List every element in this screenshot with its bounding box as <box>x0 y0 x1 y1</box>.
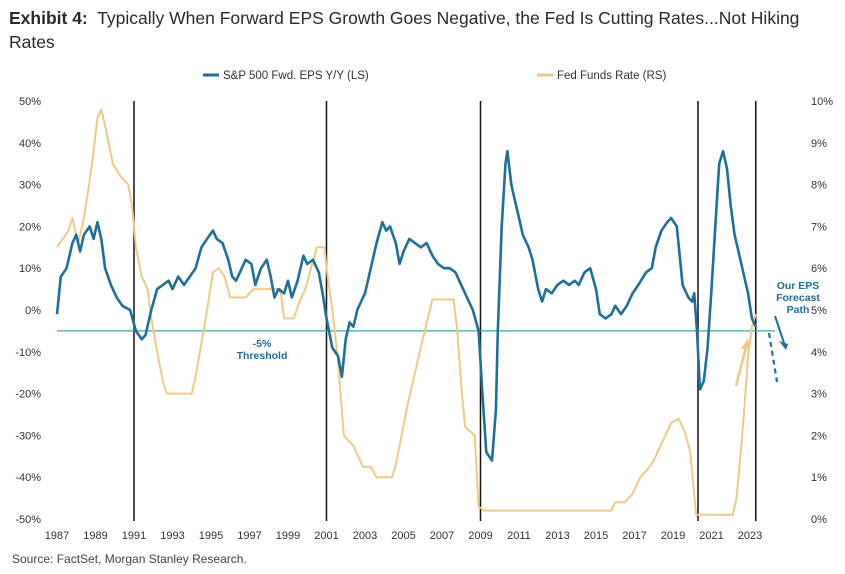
threshold-annotation-label: Threshold <box>237 350 288 362</box>
x-tick-label: 2009 <box>468 530 492 542</box>
y-left-tick-label: 20% <box>19 221 41 233</box>
x-tick-label: 1989 <box>83 530 107 542</box>
x-tick-label: 2017 <box>622 530 646 542</box>
x-tick-label: 1991 <box>122 530 146 542</box>
recession-vertical-lines <box>133 101 757 521</box>
legend-label-ffr: Fed Funds Rate (RS) <box>557 70 666 82</box>
y-left-tick-label: 10% <box>19 263 41 275</box>
source-note: Source: FactSet, Morgan Stanley Research… <box>12 552 247 566</box>
y-left-tick-label: -30% <box>15 430 41 442</box>
x-tick-label: 2019 <box>661 530 685 542</box>
y-left-tick-label: 40% <box>19 138 41 150</box>
y-left-tick-label: -20% <box>15 389 41 401</box>
chart-title-prefix: Exhibit 4: <box>9 8 88 28</box>
y-axis-right: 10% 9% 8% 7% 6% 5% 4% 3% 2% 1% 0% <box>811 96 833 526</box>
y-right-tick-label: 5% <box>811 305 827 317</box>
fed-rate-up-arrow <box>734 338 750 387</box>
y-right-tick-label: 0% <box>811 514 827 526</box>
legend: S&P 500 Fwd. EPS Y/Y (LS) Fed Funds Rate… <box>203 70 666 82</box>
x-tick-label: 2021 <box>699 530 723 542</box>
y-left-tick-label: 50% <box>19 96 41 108</box>
eps-forecast-path <box>767 332 779 383</box>
y-left-tick-label: 30% <box>19 180 41 192</box>
y-right-tick-label: 7% <box>811 221 827 233</box>
x-tick-label: 2023 <box>738 530 762 542</box>
x-tick-label: 1995 <box>199 530 223 542</box>
x-tick-label: 2005 <box>391 530 415 542</box>
y-axis-left: 50% 40% 30% 20% 10% 0% -10% -20% -30% -40% -50% <box>15 96 41 526</box>
forecast-annotation-line1: Our EPS <box>777 280 820 292</box>
x-tick-label: 2015 <box>584 530 608 542</box>
x-tick-label: 2011 <box>507 530 531 542</box>
x-tick-label: 1987 <box>45 530 69 542</box>
y-right-tick-label: 9% <box>811 138 827 150</box>
y-left-tick-label: -50% <box>15 514 41 526</box>
y-right-tick-label: 3% <box>811 389 827 401</box>
chart-title: Exhibit 4: Typically When Forward EPS Gr… <box>9 6 829 54</box>
y-right-tick-label: 10% <box>811 96 833 108</box>
eps-forecast-arrow <box>774 315 788 350</box>
y-left-tick-label: 0% <box>25 305 41 317</box>
forecast-annotation-line3: Path <box>787 304 810 316</box>
y-right-tick-label: 2% <box>811 430 827 442</box>
y-left-tick-label: -40% <box>15 472 41 484</box>
y-right-tick-label: 6% <box>811 263 827 275</box>
x-tick-label: 1997 <box>237 530 261 542</box>
legend-label-eps: S&P 500 Fwd. EPS Y/Y (LS) <box>223 70 369 82</box>
forecast-annotation-line2: Forecast <box>776 292 820 304</box>
y-right-tick-label: 8% <box>811 180 827 192</box>
y-left-tick-label: -10% <box>15 347 41 359</box>
x-tick-label: 2001 <box>314 530 338 542</box>
x-tick-label: 2013 <box>545 530 569 542</box>
eps-growth-line <box>55 149 757 462</box>
threshold-annotation-value: -5% <box>253 338 272 350</box>
y-right-tick-label: 4% <box>811 347 827 359</box>
x-axis: 1987 1989 1991 1993 1995 1997 1999 2001 2003 2005… <box>45 530 762 542</box>
x-tick-label: 1999 <box>276 530 300 542</box>
fed-funds-rate-line <box>56 108 757 516</box>
x-tick-label: 2003 <box>353 530 377 542</box>
x-tick-label: 1993 <box>160 530 184 542</box>
chart-title-text: Typically When Forward EPS Growth Goes N… <box>9 8 800 52</box>
x-tick-label: 2007 <box>430 530 454 542</box>
y-right-tick-label: 1% <box>811 472 827 484</box>
